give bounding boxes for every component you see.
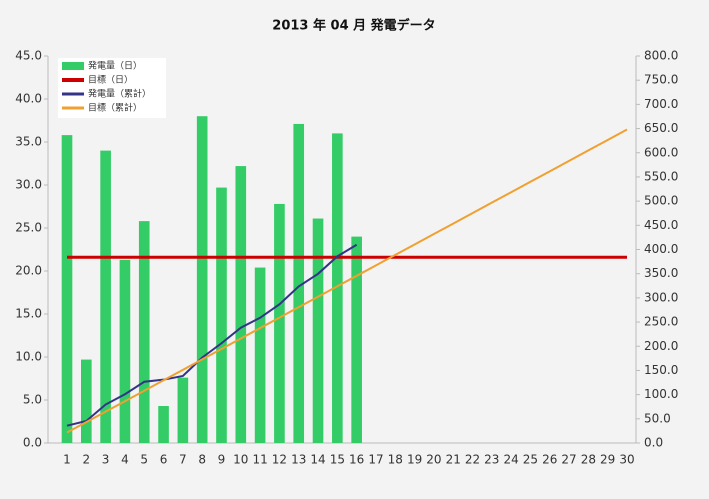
y2-tick-label: 750.0 — [644, 73, 678, 87]
line — [66, 128, 628, 434]
y2-tick-label: 200.0 — [644, 339, 678, 353]
y-tick-label: 0.0 — [23, 436, 42, 450]
x-tick-label: 17 — [368, 453, 383, 467]
bar — [312, 218, 324, 443]
x-tick-label: 8 — [198, 453, 206, 467]
bar — [177, 377, 189, 443]
y2-tick-label: 600.0 — [644, 145, 678, 159]
x-tick-label: 1 — [63, 453, 71, 467]
bar — [216, 187, 227, 443]
legend-label: 発電量（日） — [88, 60, 142, 72]
x-tick-label: 7 — [179, 453, 187, 467]
x-tick-label: 19 — [407, 453, 422, 467]
x-tick-label: 29 — [600, 453, 615, 467]
y2-tick-label: 400.0 — [644, 242, 678, 256]
x-tick-label: 25 — [523, 453, 538, 467]
x-tick-label: 4 — [121, 453, 129, 467]
x-tick-label: 23 — [484, 453, 499, 467]
bar — [119, 259, 131, 443]
x-tick-label: 27 — [561, 453, 576, 467]
chart-title: 2013 年 04 月 発電データ — [272, 18, 435, 34]
bar — [100, 150, 111, 443]
y2-tick-label: 800.0 — [644, 49, 678, 63]
y2-tick-label: 0.0 — [644, 436, 663, 450]
x-tick-label: 14 — [310, 453, 325, 467]
legend-label: 発電量（累計） — [88, 88, 151, 100]
y2-tick-label: 450.0 — [644, 218, 678, 232]
y2-tick-label: 650.0 — [644, 121, 678, 135]
bar — [81, 359, 92, 443]
x-tick-label: 3 — [102, 453, 110, 467]
x-tick-label: 20 — [426, 453, 441, 467]
x-tick-label: 24 — [503, 453, 518, 467]
legend-label: 目標（日） — [88, 74, 133, 86]
bar — [138, 221, 150, 443]
y-tick-label: 10.0 — [15, 350, 42, 364]
x-tick-label: 13 — [291, 453, 306, 467]
line — [66, 243, 358, 427]
x-tick-label: 9 — [218, 453, 226, 467]
y-tick-label: 20.0 — [15, 264, 42, 278]
bar — [254, 267, 266, 443]
x-tick-label: 2 — [82, 453, 90, 467]
y2-tick-label: 50.0 — [644, 411, 671, 425]
y-tick-label: 40.0 — [15, 92, 42, 106]
y-tick-label: 15.0 — [15, 307, 42, 321]
y-tick-label: 5.0 — [23, 393, 42, 407]
x-tick-label: 11 — [252, 453, 267, 467]
bar — [351, 236, 362, 443]
y2-tick-label: 250.0 — [644, 315, 678, 329]
bar — [158, 406, 169, 443]
bar — [61, 135, 73, 443]
x-tick-label: 10 — [233, 453, 248, 467]
y-tick-label: 35.0 — [15, 135, 42, 149]
y-tick-label: 30.0 — [15, 178, 42, 192]
x-tick-label: 16 — [349, 453, 364, 467]
bar — [274, 203, 285, 443]
y2-tick-label: 700.0 — [644, 97, 678, 111]
x-tick-label: 28 — [581, 453, 596, 467]
x-tick-label: 22 — [465, 453, 480, 467]
bar — [196, 116, 208, 443]
bar — [293, 123, 305, 443]
legend-label: 目標（累計） — [88, 102, 142, 114]
legend-swatch — [62, 62, 84, 70]
y2-tick-label: 150.0 — [644, 363, 678, 377]
y-tick-label: 25.0 — [15, 221, 42, 235]
x-tick-label: 12 — [272, 453, 287, 467]
x-tick-label: 21 — [446, 453, 461, 467]
y2-tick-label: 350.0 — [644, 266, 678, 280]
x-tick-label: 15 — [330, 453, 345, 467]
bar — [235, 166, 247, 443]
y2-tick-label: 500.0 — [644, 194, 678, 208]
x-tick-label: 30 — [619, 453, 634, 467]
y2-tick-label: 550.0 — [644, 169, 678, 183]
x-tick-label: 18 — [388, 453, 403, 467]
y2-tick-label: 100.0 — [644, 387, 678, 401]
bar — [332, 133, 343, 443]
y2-tick-label: 300.0 — [644, 290, 678, 304]
x-tick-label: 26 — [542, 453, 557, 467]
x-tick-label: 5 — [140, 453, 148, 467]
x-tick-label: 6 — [160, 453, 168, 467]
y-tick-label: 45.0 — [15, 49, 42, 63]
